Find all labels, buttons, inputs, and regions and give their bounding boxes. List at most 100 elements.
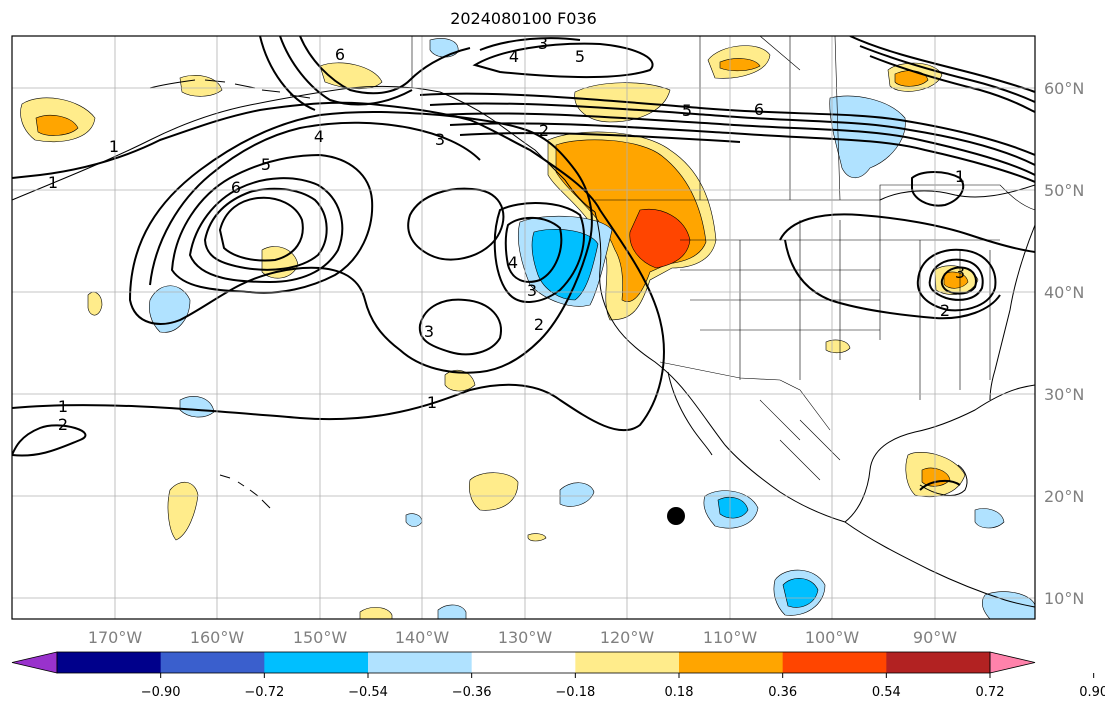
contour-band-north-4 <box>449 122 1035 183</box>
contour-alaska-loop <box>299 36 471 95</box>
contour-6-inner <box>218 196 304 262</box>
coast-central-america <box>844 521 1035 608</box>
colorbar-tick-label: 0.18 <box>665 685 694 700</box>
grid-lines <box>12 36 1035 619</box>
coast-east-us <box>989 224 1035 401</box>
colorbar-extend-max <box>989 651 1036 674</box>
contour-label: 3 <box>538 34 548 53</box>
colorbar-segment <box>886 652 991 673</box>
us-canada-border <box>595 184 1035 211</box>
contour-north-band-b <box>479 37 581 51</box>
colorbar-tick-label: 0.90 <box>1079 685 1105 700</box>
lon-label: 160°W <box>190 628 245 647</box>
lat-label: 40°N <box>1044 283 1084 302</box>
contour-band-north-1 <box>419 92 1035 156</box>
contour-label: 2 <box>539 121 549 140</box>
mexico-states <box>759 399 841 481</box>
contour-label: 4 <box>314 127 324 146</box>
lon-label: 140°W <box>395 628 450 647</box>
lon-label: 170°W <box>88 628 143 647</box>
contour-ne-2 <box>859 45 1035 103</box>
lat-label: 60°N <box>1044 79 1084 98</box>
colorbar-tick-label: 0.72 <box>976 685 1005 700</box>
contour-label: 3 <box>955 263 965 282</box>
contour-label: 5 <box>682 101 692 120</box>
lon-label: 150°W <box>293 628 348 647</box>
contour-band-north-5 <box>459 132 741 143</box>
contour-north-band-a <box>472 42 654 78</box>
states-grid <box>680 200 1000 400</box>
contour-greatlakes-2 <box>928 258 984 301</box>
map-frame <box>11 35 1036 620</box>
contour-label: 1 <box>58 397 68 416</box>
contour-ne-3 <box>869 55 1035 113</box>
contour-alaska-loop3 <box>259 36 316 111</box>
warm-region-small5 <box>359 607 393 619</box>
contour-lines <box>12 36 1035 491</box>
contour-2-north <box>128 110 593 374</box>
contour-label: 1 <box>48 173 58 192</box>
contour-label: 1 <box>109 137 119 156</box>
coastlines <box>12 79 1035 608</box>
canada-provinces <box>699 36 841 201</box>
cold-region-small3 <box>559 482 595 507</box>
orange-region-great-lakes <box>943 271 969 289</box>
us-mexico-border <box>659 361 831 431</box>
colorbar-segment <box>782 652 887 673</box>
contour-1-main <box>12 101 665 432</box>
colorbar-tick-label: −0.72 <box>244 685 284 700</box>
contour-label: 3 <box>435 130 445 149</box>
warm-region-aleutian <box>319 62 383 90</box>
lon-label: 130°W <box>498 628 553 647</box>
contour-label: 3 <box>424 322 434 341</box>
cold-region-se <box>981 591 1035 619</box>
contour-1-east <box>779 213 1035 253</box>
lat-label: 50°N <box>1044 181 1084 200</box>
contour-gulf-1 <box>919 479 961 491</box>
contour-label: 4 <box>509 47 519 66</box>
lon-label: 110°W <box>703 628 758 647</box>
coast-gulf-mexico <box>844 384 1035 523</box>
contour-label: 2 <box>58 415 68 434</box>
colorbar-segment <box>57 652 162 673</box>
contour-4-ca <box>504 216 563 283</box>
coast-hudson <box>879 184 1035 201</box>
colorbar-tick-label: −0.36 <box>452 685 492 700</box>
colorbar-tick-label: −0.18 <box>555 685 595 700</box>
location-marker <box>667 507 685 525</box>
contour-4-inner <box>188 177 344 284</box>
colorbar-segment <box>160 652 265 673</box>
contour-greatlakes-1 <box>916 248 997 312</box>
warm-region-small2 <box>444 369 476 392</box>
colorbar-extend-min <box>11 651 58 674</box>
red-region-pnw <box>629 208 691 269</box>
contour-2-main <box>12 424 87 457</box>
contour-label: 6 <box>754 100 764 119</box>
lat-label: 20°N <box>1044 487 1084 506</box>
coast-baja <box>667 371 713 456</box>
cold-core-california <box>531 229 599 301</box>
contour-alaska-loop2 <box>279 36 413 106</box>
map-title: 2024080100 F036 <box>450 9 597 28</box>
lon-label: 120°W <box>600 628 655 647</box>
contour-greatlakes-3 <box>940 266 977 295</box>
borders <box>411 36 1035 481</box>
hawaii <box>219 474 271 509</box>
contour-band-north-3 <box>439 112 1035 176</box>
warm-region-small6 <box>527 533 547 542</box>
cold-region-caribbean <box>974 508 1005 529</box>
contour-label: 6 <box>231 178 241 197</box>
coast-west-us <box>594 211 846 523</box>
cold-region-small5 <box>437 604 467 619</box>
colorbar-tick-label: 0.36 <box>768 685 797 700</box>
contour-label: 5 <box>575 47 585 66</box>
orange-region-west <box>35 115 79 136</box>
longitude-labels: 170°W 160°W 150°W 140°W 130°W 120°W 110°… <box>88 628 957 647</box>
colorbar: −0.90 −0.72 −0.54 −0.36 −0.18 0.18 0.36 0.54 0.7… <box>11 651 1105 700</box>
colorbar-segment <box>471 652 576 673</box>
colorbar-segment <box>368 652 473 673</box>
lat-label: 30°N <box>1044 385 1084 404</box>
latitude-labels: 60°N 50°N 40°N 30°N 20°N 10°N <box>1044 79 1084 608</box>
colorbar-tick-label: 0.54 <box>872 685 901 700</box>
